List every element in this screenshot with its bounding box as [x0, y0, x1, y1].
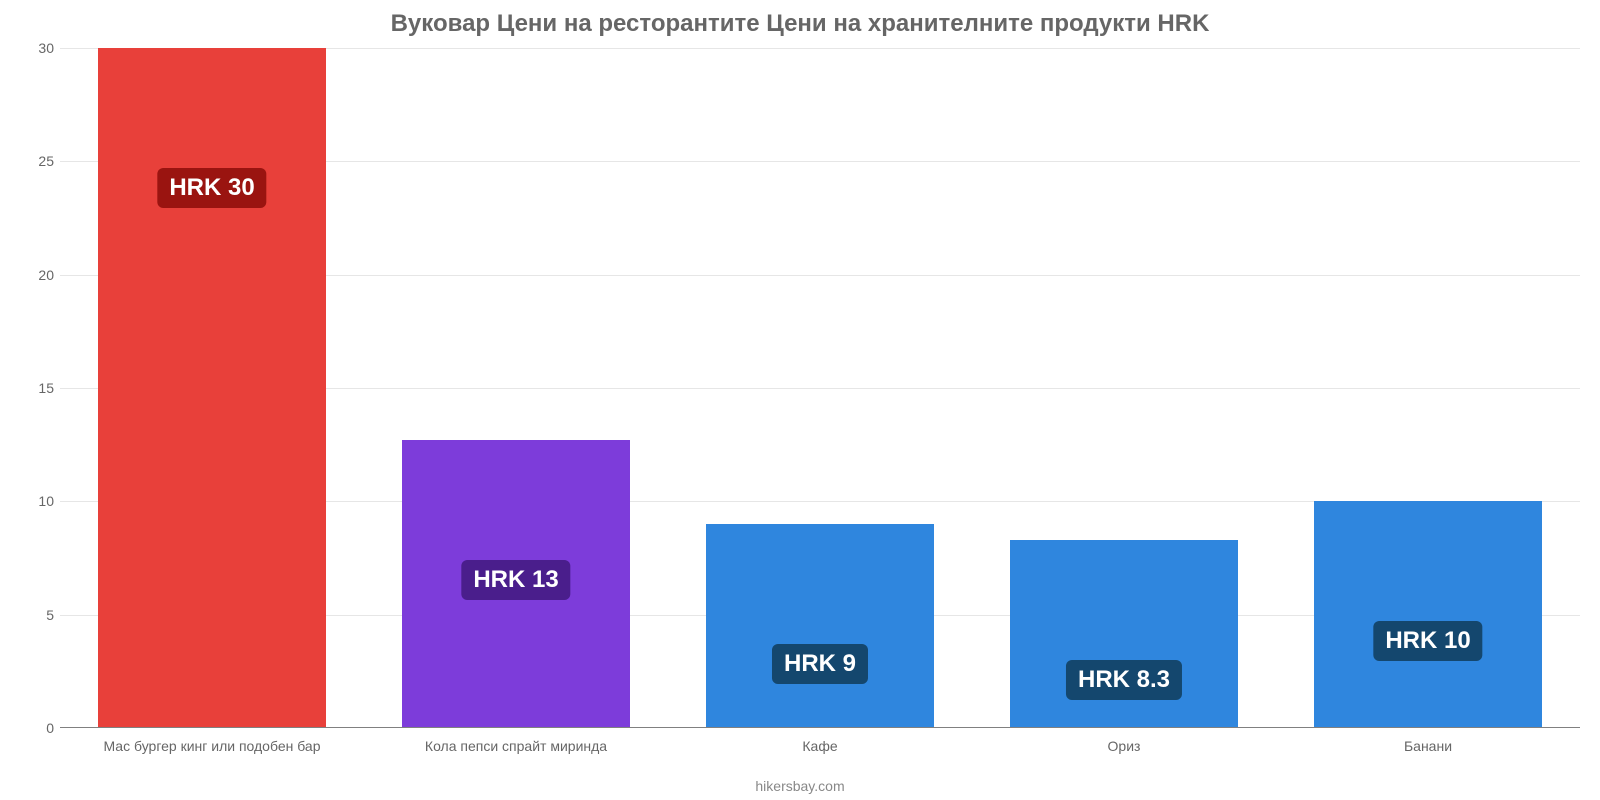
x-tick-label: Кола пепси спрайт миринда: [425, 738, 607, 754]
value-badge: HRK 10: [1373, 621, 1482, 661]
bar: HRK 9: [706, 524, 934, 728]
plot-area: 051015202530 HRK 30HRK 13HRK 9HRK 8.3HRK…: [60, 48, 1580, 728]
x-tick-label: Ориз: [1108, 738, 1141, 754]
bar: HRK 10: [1314, 501, 1542, 728]
x-tick-label: Кафе: [802, 738, 837, 754]
value-badge: HRK 9: [772, 644, 868, 684]
bar: HRK 8.3: [1010, 540, 1238, 728]
value-badge: HRK 8.3: [1066, 660, 1182, 700]
baseline: [60, 727, 1580, 728]
y-tick-label: 0: [46, 720, 54, 736]
bar: HRK 30: [98, 48, 326, 728]
chart-container: Вуковар Цени на ресторантите Цени на хра…: [0, 0, 1600, 800]
y-tick-label: 20: [38, 267, 54, 283]
y-tick-label: 10: [38, 493, 54, 509]
x-tick-label: Мас бургер кинг или подобен бар: [103, 738, 320, 754]
value-badge: HRK 30: [157, 168, 266, 208]
value-badge: HRK 13: [461, 560, 570, 600]
y-tick-label: 15: [38, 380, 54, 396]
chart-footer: hikersbay.com: [0, 778, 1600, 794]
x-axis-labels: Мас бургер кинг или подобен бар Кола пепс…: [60, 738, 1580, 758]
y-axis: 051015202530: [20, 48, 60, 728]
x-tick-label: Банани: [1404, 738, 1452, 754]
bars-group: HRK 30 HRK 13 HRK 9 HRK 8.3 HRK 10: [60, 48, 1580, 728]
y-tick-label: 5: [46, 607, 54, 623]
y-tick-label: 25: [38, 153, 54, 169]
y-tick-label: 30: [38, 40, 54, 56]
chart-title: Вуковар Цени на ресторантите Цени на хра…: [0, 10, 1600, 38]
bar: HRK 13: [402, 440, 630, 728]
